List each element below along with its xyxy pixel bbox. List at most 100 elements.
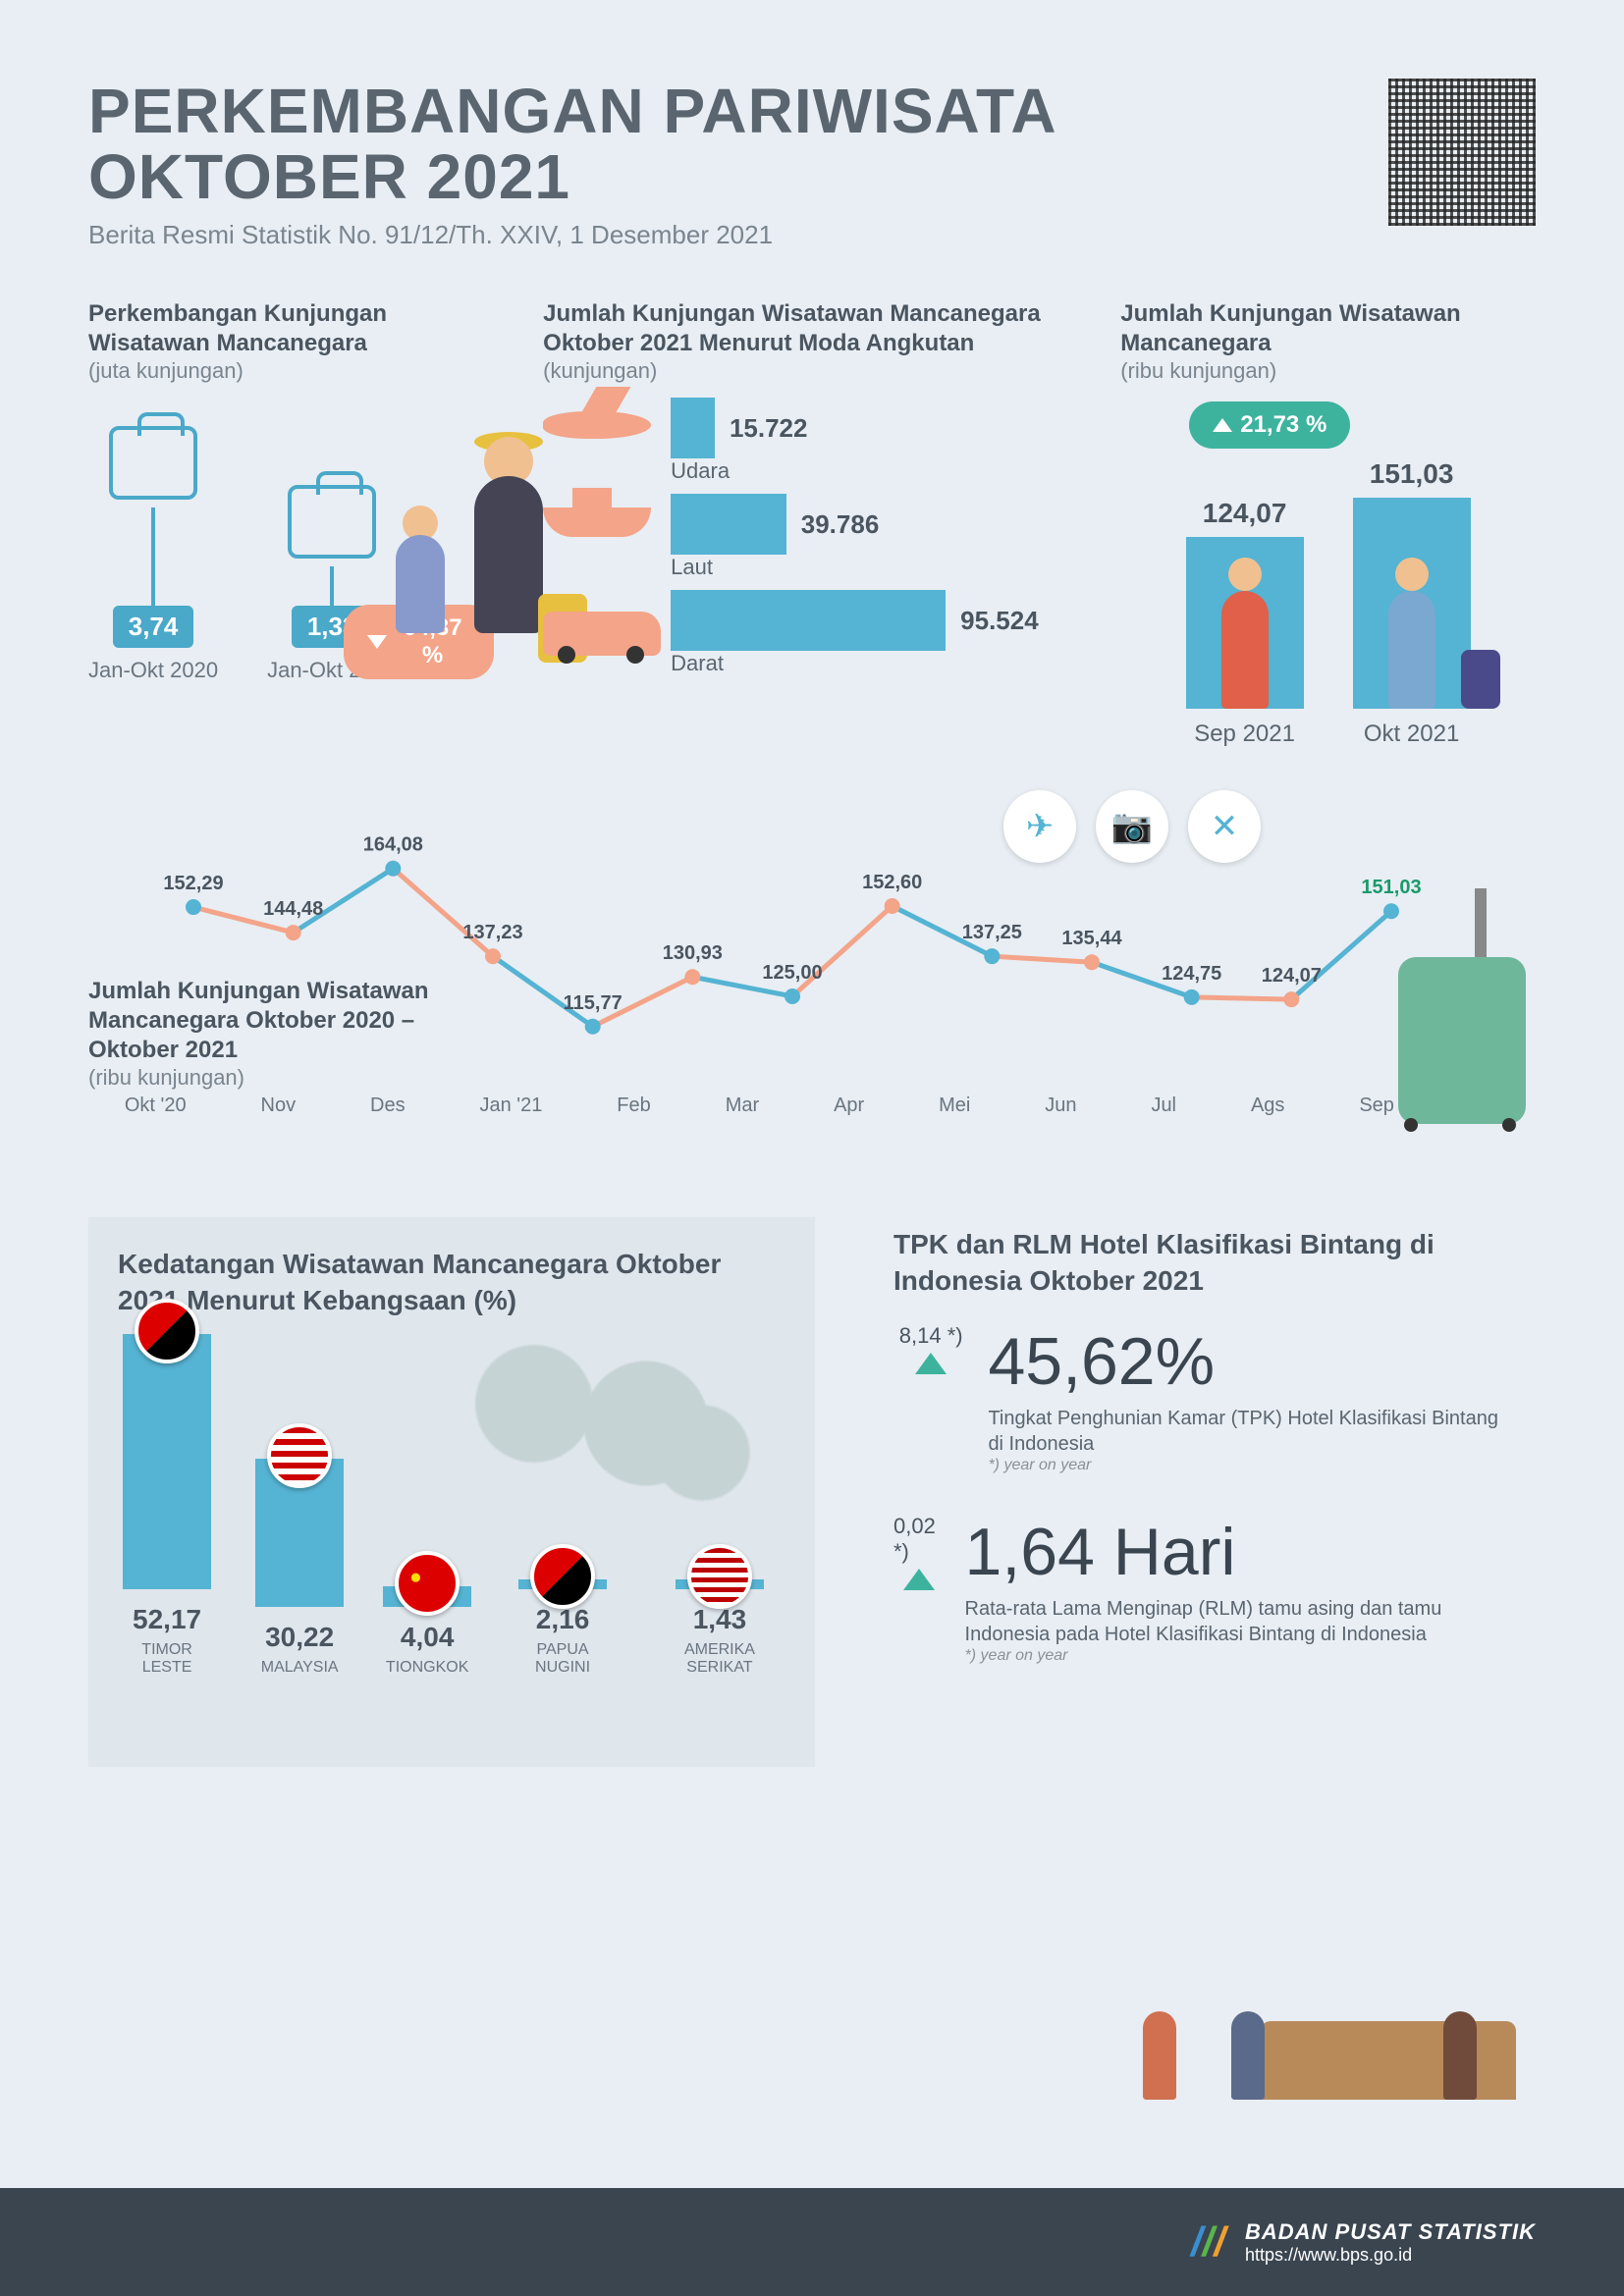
suitcase-icon — [288, 485, 376, 559]
ship-icon — [543, 507, 671, 566]
data-label: 137,25 — [962, 923, 1022, 944]
month-label: Okt 2021 — [1364, 721, 1459, 748]
data-point — [585, 1019, 601, 1035]
bar-label: Jan-Okt 2020 — [88, 658, 218, 683]
nationality-bar: 1,43 AMERIKA SERIKAT — [654, 1544, 785, 1677]
x-tick: Mar — [726, 1095, 759, 1117]
bps-logo-icon: /// — [1191, 2218, 1225, 2266]
food-circle-icon: ✕ — [1188, 790, 1261, 863]
panel1-subtitle: (juta kunjungan) — [88, 358, 494, 384]
panel3-title: Jumlah Kunjungan Wisatawan Mancanegara — [1120, 299, 1536, 358]
panel2-subtitle: (kunjungan) — [543, 358, 1071, 384]
flag-icon — [135, 1299, 199, 1363]
nationality-bar: 2,16 PAPUA NUGINI — [511, 1544, 615, 1677]
stat-note: *) year on year — [988, 1457, 1516, 1474]
month-bar: 124,07 Sep 2021 — [1186, 498, 1304, 748]
data-point — [286, 925, 301, 940]
plane-icon — [543, 411, 671, 470]
data-label: 124,75 — [1162, 963, 1221, 985]
transport-label: Darat — [671, 651, 749, 676]
nationality-bar: 4,04 TIONGKOK — [383, 1551, 471, 1677]
hotel-desk-illustration-icon — [1123, 1943, 1516, 2100]
title-block: PERKEMBANGAN PARIWISATA OKTOBER 2021 Ber… — [88, 79, 1057, 250]
transport-value: 39.786 — [801, 509, 880, 540]
data-point — [1084, 955, 1100, 971]
footer: /// BADAN PUSAT STATISTIK https://www.bp… — [0, 2188, 1624, 2296]
transport-row: 15.722 Udara — [543, 401, 1071, 480]
x-tick: Mei — [939, 1095, 970, 1117]
stat-row: 0,02 *) 1,64 Hari Rata-rata Lama Mengina… — [893, 1514, 1516, 1665]
x-tick: Jul — [1151, 1095, 1176, 1117]
panel1-title: Perkembangan Kunjungan Wisatawan Mancane… — [88, 299, 494, 358]
data-point — [1184, 989, 1200, 1005]
suitcase-icon — [109, 426, 197, 500]
nationality-name: TIMOR LESTE — [118, 1641, 216, 1677]
nationality-name: MALAYSIA — [261, 1659, 339, 1677]
x-tick: Des — [370, 1095, 406, 1117]
nationality-value: 4,04 — [401, 1622, 455, 1653]
transport-row: 95.524 Darat — [543, 594, 1071, 672]
data-point — [485, 949, 501, 965]
bus-icon — [543, 604, 671, 663]
stat-note: *) year on year — [965, 1647, 1516, 1665]
data-label: 164,08 — [363, 834, 423, 856]
nationalities-panel: Kedatangan Wisatawan Mancanegara Oktober… — [88, 1217, 815, 1767]
transport-bar — [671, 398, 715, 458]
data-label: 125,00 — [762, 962, 822, 984]
data-point — [984, 949, 1000, 965]
up-triangle-icon — [903, 1569, 935, 1590]
luggage-illustration-icon — [1359, 888, 1555, 1124]
nationality-value: 2,16 — [536, 1604, 590, 1635]
stat-row: 8,14 *) 45,62% Tingkat Penghunian Kamar … — [893, 1323, 1516, 1474]
data-label: 137,23 — [462, 923, 522, 944]
hotel-stats-panel: TPK dan RLM Hotel Klasifikasi Bintang di… — [874, 1217, 1536, 1767]
month-value: 124,07 — [1203, 498, 1287, 529]
flag-icon — [530, 1544, 595, 1609]
flag-icon — [687, 1544, 752, 1609]
panel2-title: Jumlah Kunjungan Wisatawan Mancanegara O… — [543, 299, 1071, 358]
transport-value: 95.524 — [960, 606, 1039, 636]
tourist-icon — [1186, 558, 1304, 709]
data-label: 152,29 — [163, 873, 223, 894]
trend-segment — [992, 957, 1092, 963]
stat-main: 1,64 Hari — [965, 1514, 1516, 1590]
increase-badge: 21,73 % — [1189, 401, 1350, 449]
header: PERKEMBANGAN PARIWISATA OKTOBER 2021 Ber… — [88, 79, 1536, 250]
x-tick: Feb — [617, 1095, 650, 1117]
x-axis-labels: Okt '20NovDesJan '21FebMarAprMeiJunJulAg… — [125, 1095, 1499, 1117]
page-subtitle: Berita Resmi Statistik No. 91/12/Th. XXI… — [88, 220, 1057, 250]
data-label: 144,48 — [263, 898, 323, 920]
year-bar: 3,74 Jan-Okt 2020 — [88, 426, 218, 683]
bar-value: 3,74 — [113, 606, 194, 648]
data-point — [385, 861, 401, 877]
panel-visitor-growth: Perkembangan Kunjungan Wisatawan Mancane… — [88, 299, 494, 751]
line-chart-section: ✈ 📷 ✕ 152,29144,48164,08137,23115,77130,… — [88, 810, 1536, 1163]
transport-bar — [671, 590, 946, 651]
stat-desc: Rata-rata Lama Menginap (RLM) tamu asing… — [965, 1596, 1516, 1647]
data-label: 135,44 — [1061, 929, 1122, 950]
tourist-icon — [1353, 558, 1471, 709]
nationality-name: PAPUA NUGINI — [511, 1641, 615, 1677]
x-tick: Nov — [261, 1095, 297, 1117]
linechart-title: Jumlah Kunjungan Wisatawan Mancanegara O… — [88, 977, 461, 1065]
stat-main: 45,62% — [988, 1323, 1516, 1400]
increase-value: 21,73 % — [1240, 411, 1326, 439]
panel3-subtitle: (ribu kunjungan) — [1120, 358, 1536, 384]
transport-label: Udara — [671, 458, 749, 484]
stat-change: 0,02 *) — [893, 1514, 946, 1590]
bar-line — [330, 566, 334, 606]
plane-circle-icon: ✈ — [1003, 790, 1076, 863]
x-tick: Jun — [1045, 1095, 1076, 1117]
trend-segment — [1192, 997, 1292, 999]
page-title-2: OKTOBER 2021 — [88, 144, 1057, 210]
transport-bar — [671, 494, 786, 555]
stat-desc: Tingkat Penghunian Kamar (TPK) Hotel Kla… — [988, 1406, 1516, 1457]
nationality-rect — [123, 1334, 211, 1589]
footer-url: https://www.bps.go.id — [1245, 2245, 1536, 2266]
page-title-1: PERKEMBANGAN PARIWISATA — [88, 79, 1057, 144]
month-bar-rect — [1353, 498, 1471, 709]
hotel-title: TPK dan RLM Hotel Klasifikasi Bintang di… — [893, 1227, 1516, 1299]
data-label: 152,60 — [862, 872, 922, 893]
world-map-icon — [422, 1325, 795, 1522]
data-label: 124,07 — [1262, 965, 1322, 987]
